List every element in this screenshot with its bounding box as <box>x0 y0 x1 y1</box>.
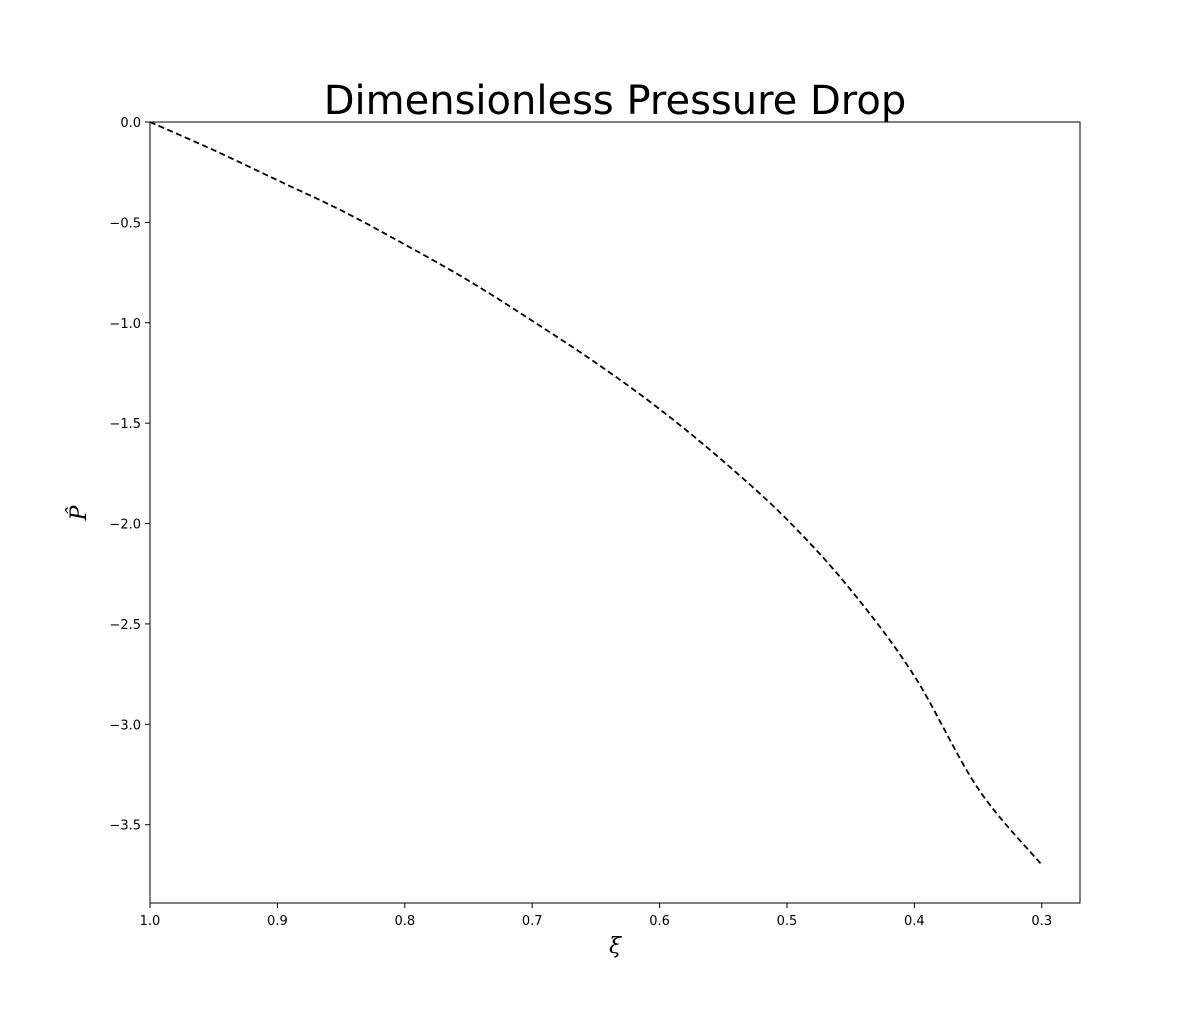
x-axis-label: ξ <box>609 934 623 959</box>
x-tick-label: 0.5 <box>777 914 798 929</box>
y-tick-label: −2.5 <box>109 618 141 633</box>
y-tick-label: −3.0 <box>109 718 141 733</box>
x-tick-label: 0.9 <box>267 914 288 929</box>
x-tick-label: 0.7 <box>522 914 543 929</box>
x-tick-label: 0.4 <box>904 914 925 929</box>
x-tick-label: 0.6 <box>649 914 670 929</box>
x-tick-label: 0.8 <box>394 914 415 929</box>
chart-title: Dimensionless Pressure Drop <box>324 78 906 124</box>
x-tick-label: 1.0 <box>140 914 161 929</box>
plot-area: 1.0 0.9 0.8 0.7 0.6 0.5 0.4 0.3 0.0 −0.5 −1.0 −1.5… <box>109 116 1081 929</box>
y-tick-label: −2.0 <box>109 518 141 533</box>
y-tick-label: 0.0 <box>120 116 141 131</box>
y-tick-label: −0.5 <box>109 216 141 231</box>
y-tick-label: −1.5 <box>109 417 141 432</box>
x-axis: 1.0 0.9 0.8 0.7 0.6 0.5 0.4 0.3 <box>140 903 1052 929</box>
y-axis-label: P̂ <box>66 504 92 521</box>
y-tick-label: −1.0 <box>109 317 141 332</box>
plot-frame <box>149 121 1081 904</box>
y-tick-label: −3.5 <box>109 819 141 834</box>
series-line-pressure-drop <box>149 121 1043 866</box>
series-group <box>149 121 1043 866</box>
y-axis: 0.0 −0.5 −1.0 −1.5 −2.0 −2.5 −3.0 −3.5 <box>109 116 150 834</box>
x-tick-label: 0.3 <box>1031 914 1052 929</box>
